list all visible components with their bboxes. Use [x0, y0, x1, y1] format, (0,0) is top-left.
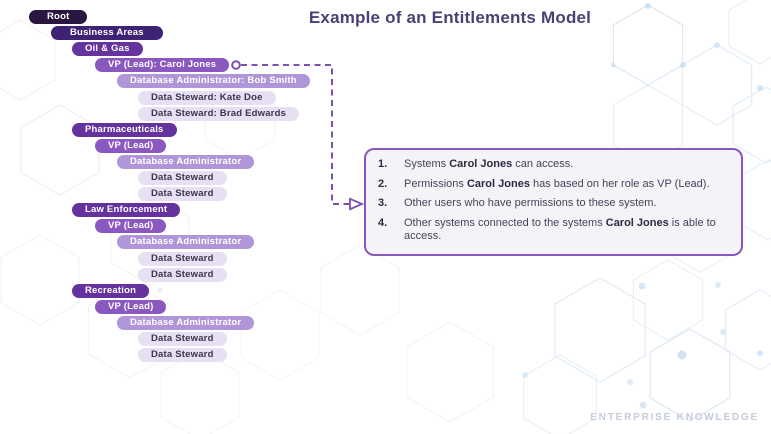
tree-node: Business Areas [51, 26, 163, 41]
tree-node: Law Enforcement [72, 203, 181, 218]
tree-node: Recreation [72, 283, 150, 298]
hex-decoration [632, 259, 704, 341]
node-dot-decoration [677, 350, 687, 360]
hex-decoration [522, 354, 598, 434]
tree-node: Database Administrator [117, 235, 255, 250]
list-item-number: 4. [378, 217, 388, 230]
list-item-text: Other users who have permissions to thes… [404, 197, 657, 210]
tree-node: VP (Lead) [95, 299, 167, 314]
node-dot-decoration [714, 42, 720, 48]
hex-decoration [406, 321, 494, 423]
node-dot-decoration [627, 379, 633, 385]
list-item-text: Permissions Carol Jones has based on her… [404, 177, 710, 190]
tree-node: Database Administrator: Bob Smith [117, 74, 310, 89]
node-dot-decoration [639, 401, 647, 409]
brand-wordmark: ENTERPRISE KNOWLEDGE [590, 412, 759, 423]
node-dot-decoration [715, 282, 721, 288]
tree-node: VP (Lead): Carol Jones [95, 58, 230, 73]
tree-node: Data Steward: Kate Doe [138, 90, 276, 105]
list-item-text: Systems Carol Jones can access. [404, 158, 574, 170]
tree-node: Database Administrator [117, 154, 255, 169]
list-item-number: 1. [378, 158, 388, 170]
tree-node: Database Administrator [117, 315, 255, 330]
hex-decoration [554, 277, 646, 383]
node-dot-decoration [757, 350, 763, 356]
tree-node: Data Steward [138, 171, 227, 185]
slide-title: Example of an Entitlements Model [308, 8, 592, 27]
node-dot-decoration [680, 62, 686, 68]
tree-node: VP (Lead) [95, 138, 167, 153]
node-dot-decoration [610, 62, 616, 68]
tree-node: Data Steward [138, 332, 227, 346]
tree-node: Data Steward [138, 187, 227, 202]
node-dot-decoration [720, 329, 726, 335]
list-item-text: Other systems connected to the systems C… [404, 217, 716, 243]
tree-node: Root [29, 10, 88, 24]
hex-decoration [649, 328, 731, 422]
tree-node: VP (Lead) [95, 219, 167, 234]
tree-node: Oil & Gas [72, 42, 143, 57]
tree-node: Data Steward: Brad Edwards [138, 106, 300, 121]
tree-node: Data Steward [138, 251, 227, 266]
list-item-number: 2. [378, 177, 388, 190]
node-dot-decoration [638, 282, 646, 290]
hex-decoration [724, 289, 771, 371]
entitlements-tree: Root Business Areas Oil & Gas VP (Lead): Ca… [0, 0, 360, 434]
legend-panel: 1. Systems Carol Jones can access. 2. Permi… [364, 148, 743, 256]
tree-node: Data Steward [138, 348, 227, 363]
node-dot-decoration [522, 372, 528, 378]
hex-decoration [681, 44, 753, 126]
hex-decoration [728, 0, 771, 65]
tree-node: Data Steward [138, 267, 227, 282]
list-item-number: 3. [378, 197, 388, 210]
node-dot-decoration [757, 85, 763, 91]
tree-node: Pharmaceuticals [72, 122, 177, 137]
